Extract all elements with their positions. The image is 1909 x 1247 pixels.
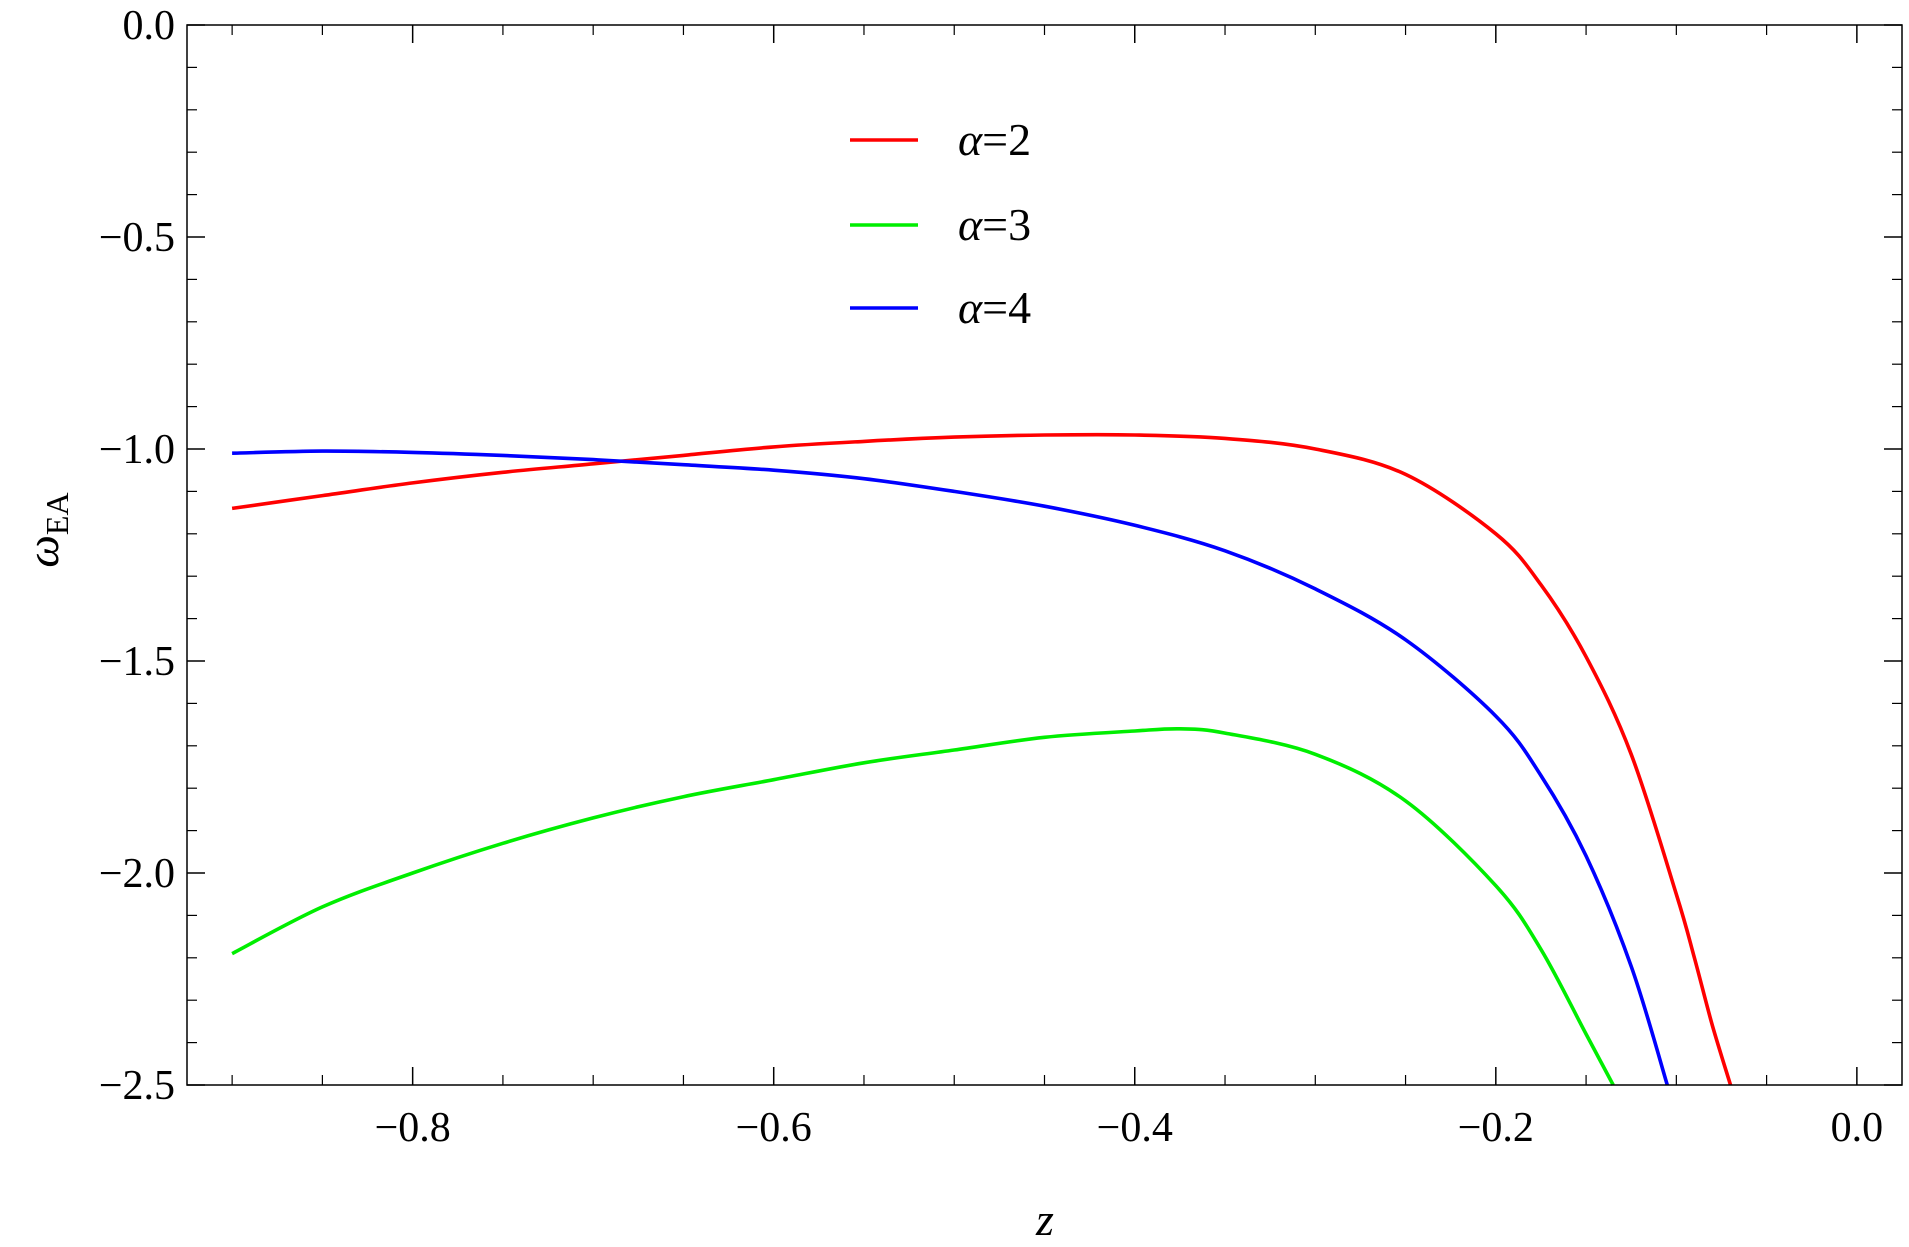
legend-label-3: α=4 bbox=[958, 282, 1031, 333]
x-tick-label: −0.4 bbox=[1097, 1105, 1173, 1151]
plot-frame bbox=[186, 24, 1903, 1086]
x-tick-label: 0.0 bbox=[1831, 1105, 1884, 1151]
axis-ticks bbox=[187, 24, 1902, 1086]
y-tick-label: −2.0 bbox=[99, 851, 175, 897]
legend-label-value: =4 bbox=[982, 282, 1031, 333]
y-tick-label: −1.5 bbox=[99, 639, 175, 685]
legend-label-value: =3 bbox=[982, 199, 1031, 250]
y-tick-label: −0.5 bbox=[99, 215, 175, 261]
y-axis-label-subscript: EA bbox=[39, 492, 75, 535]
legend-label-value: =2 bbox=[982, 114, 1031, 165]
y-tick-label: −1.0 bbox=[99, 427, 175, 473]
axis-tick-labels: −0.8 −0.6 −0.4 −0.2 0.0 0.0 −0.5 −1.0 −1.5 −2.0 −2… bbox=[99, 3, 1883, 1151]
x-tick-label: −0.2 bbox=[1458, 1105, 1534, 1151]
y-axis-label-main: ω bbox=[17, 535, 68, 567]
y-tick-label: −2.5 bbox=[99, 1063, 175, 1109]
series-line-3 bbox=[232, 449, 1670, 1086]
legend-label-symbol: α bbox=[958, 199, 983, 250]
y-axis-label: ωEA bbox=[17, 492, 75, 567]
plot-border bbox=[186, 24, 1903, 1086]
legend-label-2: α=3 bbox=[958, 199, 1031, 250]
legend-label-symbol: α bbox=[958, 282, 983, 333]
series-layer bbox=[231, 432, 1733, 1086]
y-tick-label: 0.0 bbox=[123, 3, 176, 49]
legend: α=2α=3α=4 bbox=[850, 114, 1031, 333]
series-line-1 bbox=[231, 432, 1733, 1086]
legend-label-1: α=2 bbox=[958, 114, 1031, 165]
x-tick-label: −0.8 bbox=[375, 1105, 451, 1151]
x-axis-label: z bbox=[1035, 1194, 1054, 1245]
legend-label-symbol: α bbox=[958, 114, 983, 165]
x-tick-label: −0.6 bbox=[736, 1105, 812, 1151]
series-line-2 bbox=[231, 726, 1615, 1086]
